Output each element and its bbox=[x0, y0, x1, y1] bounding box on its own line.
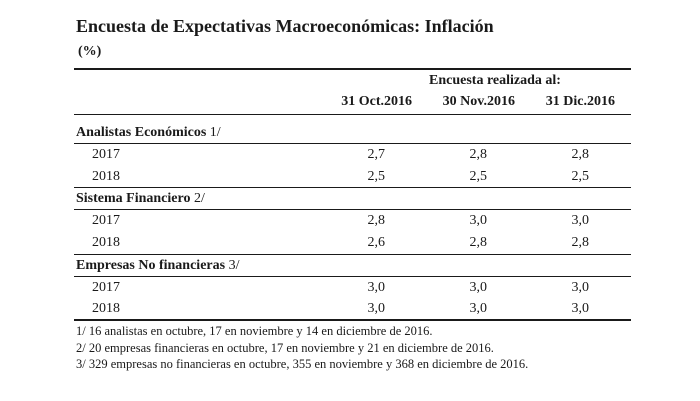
table-cell: 2,5 bbox=[367, 169, 386, 184]
row-year: 2017 bbox=[92, 280, 120, 295]
footnote: 2/ 20 empresas financieras en octubre, 1… bbox=[76, 341, 494, 355]
survey-group-header: Encuesta realizada al: bbox=[429, 73, 561, 88]
table-cell: 3,0 bbox=[367, 280, 386, 295]
row-year: 2017 bbox=[92, 213, 120, 228]
section-name: Empresas No financieras bbox=[76, 258, 226, 273]
section-name: Analistas Económicos bbox=[76, 125, 207, 140]
column-header-oct: 31 Oct.2016 bbox=[341, 94, 412, 109]
table-cell: 2,8 bbox=[571, 147, 590, 162]
section-rule bbox=[74, 143, 631, 144]
section-label: Sistema Financiero 2/ bbox=[76, 191, 205, 207]
table-cell: 2,8 bbox=[469, 235, 488, 250]
table-cell: 2,8 bbox=[469, 147, 488, 162]
table-cell: 2,8 bbox=[367, 213, 386, 228]
section-footnote-ref: 3/ bbox=[228, 258, 240, 273]
section-rule bbox=[74, 209, 631, 210]
table-cell: 3,0 bbox=[571, 213, 590, 228]
table-cell: 2,5 bbox=[571, 169, 590, 184]
row-year: 2018 bbox=[92, 235, 120, 250]
table-title: Encuesta de Expectativas Macroeconómicas… bbox=[76, 16, 494, 36]
column-header-dic: 31 Dic.2016 bbox=[545, 94, 615, 109]
top-rule bbox=[74, 68, 631, 70]
table-cell: 2,8 bbox=[571, 235, 590, 250]
bottom-rule bbox=[74, 319, 631, 321]
footnote: 3/ 329 empresas no financieras en octubr… bbox=[76, 357, 529, 371]
row-year: 2018 bbox=[92, 169, 120, 184]
section-footnote-ref: 2/ bbox=[193, 191, 205, 206]
header-rule bbox=[74, 114, 631, 115]
table-cell: 2,7 bbox=[367, 147, 386, 162]
section-label: Empresas No financieras 3/ bbox=[76, 258, 239, 274]
table-cell: 3,0 bbox=[469, 301, 488, 316]
section-label: Analistas Económicos 1/ bbox=[76, 125, 221, 141]
section-footnote-ref: 1/ bbox=[209, 125, 221, 140]
section-rule bbox=[74, 254, 631, 255]
column-header-nov: 30 Nov.2016 bbox=[442, 94, 515, 109]
table-cell: 3,0 bbox=[367, 301, 386, 316]
row-year: 2018 bbox=[92, 301, 120, 316]
row-year: 2017 bbox=[92, 147, 120, 162]
footnote: 1/ 16 analistas en octubre, 17 en noviem… bbox=[76, 324, 433, 338]
table-cell: 3,0 bbox=[571, 280, 590, 295]
table-cell: 3,0 bbox=[469, 280, 488, 295]
table-cell: 3,0 bbox=[469, 213, 488, 228]
table-cell: 2,6 bbox=[367, 235, 386, 250]
table-unit: (%) bbox=[78, 44, 102, 59]
table-cell: 3,0 bbox=[571, 301, 590, 316]
section-rule bbox=[74, 276, 631, 277]
section-rule bbox=[74, 187, 631, 188]
section-name: Sistema Financiero bbox=[76, 191, 191, 206]
table-cell: 2,5 bbox=[469, 169, 488, 184]
